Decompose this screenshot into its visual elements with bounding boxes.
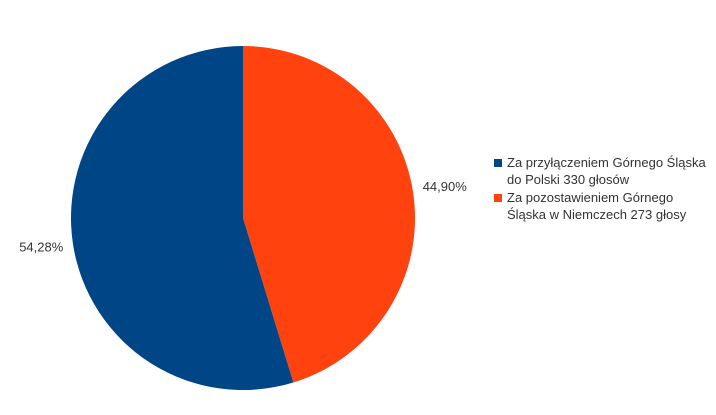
legend-item: Za pozostawieniem Górnego Śląska w Niemc… <box>494 189 712 223</box>
legend-label: Za przyłączeniem Górnego Śląska do Polsk… <box>507 155 706 187</box>
legend-swatch <box>494 159 502 167</box>
pie-slice <box>243 46 415 383</box>
legend-label: Za pozostawieniem Górnego Śląska w Niemc… <box>507 190 687 222</box>
legend: Za przyłączeniem Górnego Śląska do Polsk… <box>494 154 712 224</box>
data-label: 54,28% <box>19 240 64 255</box>
data-label: 44,90% <box>423 179 468 194</box>
pie-slice <box>70 46 294 390</box>
legend-item: Za przyłączeniem Górnego Śląska do Polsk… <box>494 154 712 188</box>
legend-swatch <box>494 194 502 202</box>
